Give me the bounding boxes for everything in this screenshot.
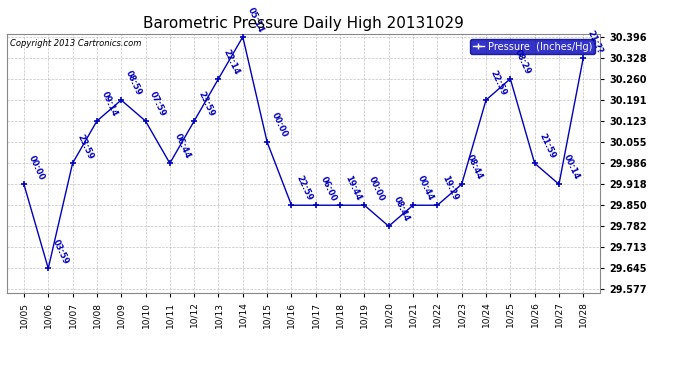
Text: 00:44: 00:44 xyxy=(416,174,435,202)
Text: 19:29: 19:29 xyxy=(440,174,460,202)
Title: Barometric Pressure Daily High 20131029: Barometric Pressure Daily High 20131029 xyxy=(143,16,464,31)
Text: 00:00: 00:00 xyxy=(270,111,289,139)
Text: 00:00: 00:00 xyxy=(367,175,386,202)
Text: 22:14: 22:14 xyxy=(221,48,241,76)
Text: Copyright 2013 Cartronics.com: Copyright 2013 Cartronics.com xyxy=(10,39,141,48)
Text: 23:59: 23:59 xyxy=(75,133,95,160)
Text: 22:59: 22:59 xyxy=(489,69,509,97)
Text: 08:29: 08:29 xyxy=(513,48,533,76)
Text: 22:59: 22:59 xyxy=(294,174,314,202)
Text: 05:14: 05:14 xyxy=(246,6,265,34)
Text: 08:59: 08:59 xyxy=(124,69,144,97)
Text: 23:59: 23:59 xyxy=(197,90,217,118)
Text: 08:44: 08:44 xyxy=(391,195,411,223)
Text: 08:44: 08:44 xyxy=(464,153,484,182)
Text: 19:44: 19:44 xyxy=(343,174,362,202)
Text: 07:59: 07:59 xyxy=(148,90,168,118)
Legend: Pressure  (Inches/Hg): Pressure (Inches/Hg) xyxy=(470,39,595,54)
Text: 21:??: 21:?? xyxy=(586,29,604,55)
Text: 06:44: 06:44 xyxy=(172,132,192,160)
Text: 09:14: 09:14 xyxy=(99,90,119,118)
Text: 03:59: 03:59 xyxy=(51,238,70,266)
Text: 06:00: 06:00 xyxy=(319,175,338,202)
Text: 00:14: 00:14 xyxy=(562,153,581,182)
Text: 21:59: 21:59 xyxy=(538,132,557,160)
Text: 00:00: 00:00 xyxy=(27,154,46,182)
